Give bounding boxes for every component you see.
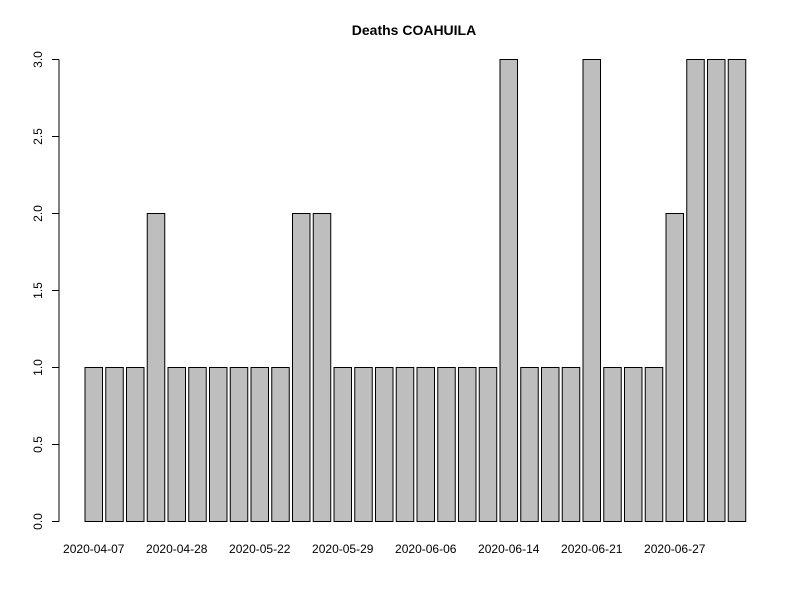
bar: [520, 367, 539, 522]
x-tick-label: 2020-05-29: [312, 542, 374, 556]
bar: [727, 59, 747, 522]
x-tick-label: 2020-04-28: [146, 542, 208, 556]
bar: [458, 367, 477, 522]
x-tick-label: 2020-06-21: [561, 542, 623, 556]
chart-title: Deaths COAHUILA: [352, 22, 476, 38]
bar: [292, 213, 311, 522]
bar: [84, 367, 103, 522]
y-tick-label: 2.0: [31, 205, 45, 222]
bar: [416, 367, 435, 522]
y-tick-label: 1.0: [31, 359, 45, 376]
bar: [188, 367, 207, 522]
bar: [126, 367, 145, 522]
y-tick-label: 0.0: [31, 513, 45, 530]
x-tick-label: 2020-04-07: [63, 542, 125, 556]
bar: [499, 59, 518, 522]
bar: [437, 367, 456, 522]
bar: [686, 59, 705, 522]
y-tick-label: 3.0: [31, 51, 45, 68]
bar: [541, 367, 560, 522]
x-tick-label: 2020-06-06: [395, 542, 457, 556]
x-tick-label: 2020-06-14: [478, 542, 540, 556]
bars-group: [84, 59, 747, 522]
y-tick-label: 2.5: [31, 128, 45, 145]
bar: [561, 367, 581, 522]
bar: [354, 367, 373, 522]
bar: [644, 367, 664, 522]
y-tick-label: 0.5: [31, 436, 45, 453]
x-tick-label: 2020-06-27: [644, 542, 706, 556]
bar: [333, 367, 352, 522]
bar: [167, 367, 186, 522]
y-axis: 0.0 0.5 1.0 1.5 2.0 2.5 3.0: [31, 51, 60, 530]
bar: [271, 367, 290, 522]
bar: [665, 213, 684, 522]
bar: [312, 213, 332, 522]
bar: [105, 367, 124, 522]
bar: [146, 213, 166, 522]
bar: [395, 367, 415, 522]
bar: [229, 367, 249, 522]
bar: [375, 367, 394, 522]
bar: [707, 59, 726, 522]
bar: [624, 367, 643, 522]
bar: [603, 367, 622, 522]
bar: [250, 367, 269, 522]
y-tick-label: 1.5: [31, 282, 45, 299]
x-tick-label: 2020-05-22: [229, 542, 291, 556]
bar: [582, 59, 601, 522]
x-axis-labels: 2020-04-07 2020-04-28 2020-05-22 2020-05-29…: [63, 542, 706, 556]
bar: [478, 367, 498, 522]
bar: [209, 367, 228, 522]
